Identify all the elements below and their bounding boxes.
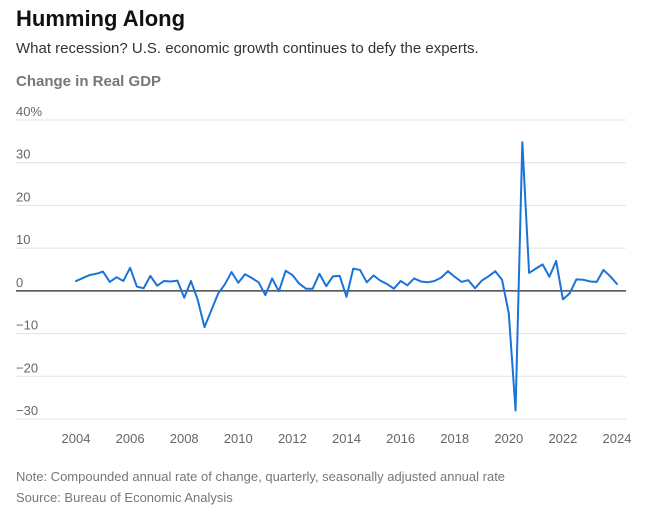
- y-tick-label: 40%: [16, 104, 42, 119]
- footnote: Note: Compounded annual rate of change, …: [16, 469, 506, 484]
- y-tick-label: 0: [16, 275, 23, 290]
- x-tick-label: 2010: [224, 431, 253, 446]
- x-tick-label: 2018: [440, 431, 469, 446]
- y-tick-label: 20: [16, 189, 30, 204]
- x-tick-label: 2016: [386, 431, 415, 446]
- x-tick-label: 2006: [116, 431, 145, 446]
- x-tick-label: 2012: [278, 431, 307, 446]
- y-tick-label: −10: [16, 318, 38, 333]
- x-tick-label: 2020: [494, 431, 523, 446]
- y-tick-label: −30: [16, 403, 38, 418]
- gdp-series-line: [75, 141, 618, 412]
- gridlines: [16, 119, 626, 420]
- chart-subtitle: What recession? U.S. economic growth con…: [16, 40, 479, 57]
- y-axis-label: Change in Real GDP: [16, 73, 162, 90]
- x-tick-label: 2022: [548, 431, 577, 446]
- y-tick-label: 30: [16, 147, 30, 162]
- x-tick-label: 2004: [62, 431, 91, 446]
- series-layer: [75, 141, 618, 412]
- chart-title: Humming Along: [16, 6, 186, 31]
- x-tick-label: 2008: [170, 431, 199, 446]
- source-note: Source: Bureau of Economic Analysis: [16, 490, 233, 505]
- x-tick-label: 2014: [332, 431, 361, 446]
- y-tick-label: −20: [16, 360, 38, 375]
- y-axis-ticks: 40% 30 20 10 0 −10 −20 −30: [16, 104, 42, 418]
- y-tick-label: 10: [16, 232, 30, 247]
- x-tick-label: 2024: [603, 431, 632, 446]
- x-axis-ticks: 2004 2006 2008 2010 2012 2014 2016 2018 2020 2022…: [62, 431, 632, 446]
